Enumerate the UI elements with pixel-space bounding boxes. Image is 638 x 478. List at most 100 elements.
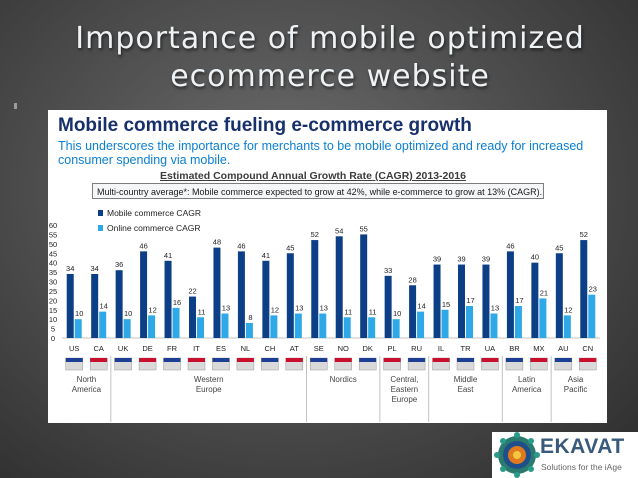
x-tick-label: UK bbox=[118, 344, 128, 353]
flag-band bbox=[408, 358, 426, 362]
region-label: North bbox=[77, 375, 97, 384]
bar-online bbox=[466, 305, 473, 338]
flag-band bbox=[530, 358, 548, 362]
data-label-online: 12 bbox=[564, 305, 572, 314]
flag-band bbox=[334, 358, 352, 362]
x-tick-label: UA bbox=[485, 344, 495, 353]
y-tick-label: 5 bbox=[51, 325, 55, 334]
x-tick-label: TR bbox=[461, 344, 472, 353]
bar-mobile bbox=[91, 273, 99, 338]
data-label-mobile: 46 bbox=[139, 241, 147, 250]
flag-band bbox=[90, 358, 108, 362]
data-label-online: 13 bbox=[222, 304, 230, 313]
x-tick-label: IT bbox=[193, 344, 200, 353]
flag-band bbox=[188, 358, 205, 362]
flag-band bbox=[139, 358, 157, 362]
mandala-icon bbox=[494, 432, 540, 478]
bar-online bbox=[319, 313, 327, 338]
region-label: Pacific bbox=[564, 385, 588, 394]
data-label-mobile: 28 bbox=[408, 275, 416, 284]
x-tick-label: US bbox=[69, 344, 79, 353]
y-tick-label: 60 bbox=[49, 221, 57, 230]
region-label: Latin bbox=[518, 375, 535, 384]
bar-mobile bbox=[213, 247, 221, 338]
data-label-online: 12 bbox=[148, 305, 156, 314]
data-label-online: 16 bbox=[173, 298, 181, 307]
data-label-mobile: 34 bbox=[91, 264, 99, 273]
bar-online bbox=[172, 307, 180, 338]
chart-title: Estimated Compound Annual Growth Rate (C… bbox=[160, 170, 466, 182]
title-accent-bar bbox=[14, 103, 17, 109]
x-tick-label: ES bbox=[216, 344, 226, 353]
bar-mobile bbox=[189, 296, 196, 338]
y-tick-label: 45 bbox=[49, 249, 57, 258]
x-tick-label: RU bbox=[411, 344, 422, 353]
data-label-online: 13 bbox=[491, 304, 499, 313]
bar-online bbox=[514, 305, 522, 338]
region-label: Central, bbox=[390, 375, 418, 384]
y-tick-label: 40 bbox=[49, 259, 57, 268]
bar-online bbox=[270, 315, 278, 338]
data-label-online: 13 bbox=[295, 304, 303, 313]
bar-mobile bbox=[286, 253, 294, 338]
bar-mobile bbox=[580, 240, 588, 338]
data-label-online: 10 bbox=[75, 309, 83, 318]
data-label-online: 15 bbox=[442, 300, 450, 309]
data-label-mobile: 52 bbox=[580, 230, 588, 239]
data-label-online: 14 bbox=[417, 302, 425, 311]
x-tick-label: CA bbox=[93, 344, 103, 353]
data-label-online: 8 bbox=[248, 313, 252, 322]
bar-online bbox=[245, 322, 253, 338]
slide-title-line1: Importance of mobile optimized bbox=[75, 21, 585, 56]
panel-headline: Mobile commerce fueling e-commerce growt… bbox=[58, 115, 472, 136]
data-label-mobile: 36 bbox=[115, 260, 123, 269]
x-tick-label: AT bbox=[290, 344, 299, 353]
x-tick-label: PL bbox=[388, 344, 397, 353]
data-label-mobile: 39 bbox=[433, 255, 441, 264]
company-logo: EKAVAT Solutions for the iAge bbox=[492, 432, 638, 478]
flag-band bbox=[212, 358, 230, 362]
x-tick-label: BR bbox=[509, 344, 520, 353]
region-label: America bbox=[512, 385, 542, 394]
data-label-mobile: 22 bbox=[188, 287, 196, 296]
flag-band bbox=[505, 358, 523, 362]
x-tick-label: NO bbox=[338, 344, 349, 353]
data-label-online: 11 bbox=[344, 307, 352, 316]
bar-online bbox=[539, 298, 547, 338]
region-label: Europe bbox=[391, 395, 417, 404]
logo-tagline: Solutions for the iAge bbox=[541, 462, 622, 472]
legend-item-mobile: Mobile commerce CAGR bbox=[98, 205, 201, 220]
data-label-mobile: 41 bbox=[164, 251, 172, 260]
legend-label-mobile: Mobile commerce CAGR bbox=[107, 207, 201, 218]
flag-band bbox=[383, 358, 401, 362]
region-label: Eastern bbox=[391, 385, 419, 394]
bar-chart: 0510152025303540455055603410US3414CA3610… bbox=[49, 221, 600, 422]
bar-mobile bbox=[66, 273, 74, 338]
legend-label-online: Online commerce CAGR bbox=[107, 222, 201, 233]
bar-online bbox=[563, 315, 571, 338]
bar-mobile bbox=[433, 264, 441, 338]
bar-mobile bbox=[531, 262, 539, 338]
y-tick-label: 35 bbox=[49, 268, 57, 277]
flag-band bbox=[261, 358, 279, 362]
bar-mobile bbox=[360, 234, 368, 338]
data-label-mobile: 46 bbox=[237, 241, 245, 250]
data-label-online: 13 bbox=[320, 304, 328, 313]
flag-band bbox=[236, 358, 254, 362]
y-tick-label: 20 bbox=[49, 296, 57, 305]
flag-band bbox=[481, 358, 499, 362]
data-label-mobile: 45 bbox=[555, 243, 563, 252]
flag-band bbox=[163, 358, 181, 362]
x-tick-label: FR bbox=[167, 344, 178, 353]
chart-panel: Mobile commerce fueling e-commerce growt… bbox=[48, 110, 607, 423]
flag-band bbox=[554, 358, 572, 362]
bar-online bbox=[343, 317, 351, 338]
bar-online bbox=[441, 309, 449, 338]
flag-band bbox=[114, 358, 132, 362]
bar-online bbox=[588, 294, 596, 338]
x-tick-label: SE bbox=[314, 344, 324, 353]
x-tick-label: MX bbox=[533, 344, 544, 353]
region-label: Western bbox=[194, 375, 224, 384]
bar-online bbox=[74, 319, 82, 338]
region-label: Europe bbox=[196, 385, 222, 394]
